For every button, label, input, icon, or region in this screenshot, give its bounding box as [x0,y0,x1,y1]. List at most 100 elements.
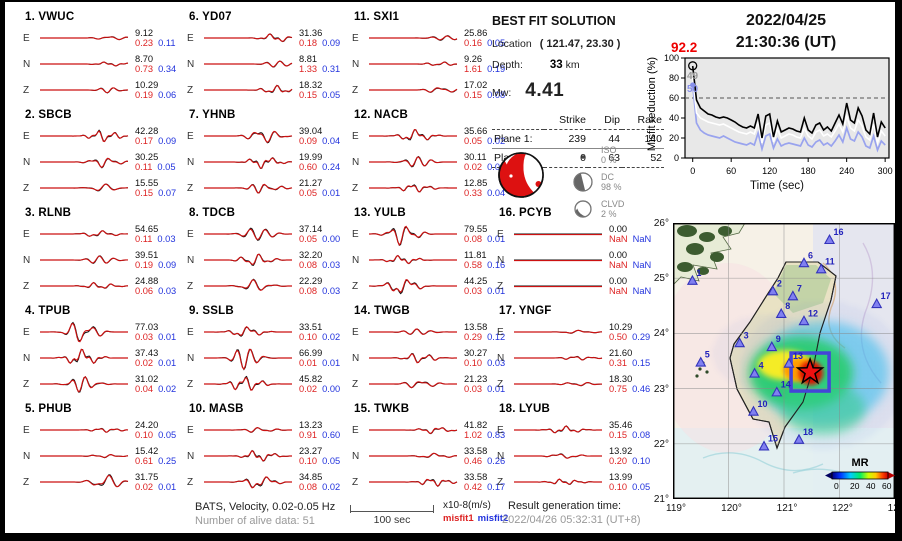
svg-text:60: 60 [669,93,679,103]
misfit1-value: 0.10 [299,456,318,466]
svg-text:2: 2 [777,278,782,288]
channel-values: 12.85 0.33 0.04 [461,178,512,199]
misfit-values: 0.05 0.00 [299,234,347,245]
channel-values: 0.00 NaN NaN [606,250,657,271]
misfit2-value: 0.01 [487,286,506,296]
channel-values: 44.25 0.03 0.01 [461,276,512,297]
misfit-values: 0.15 0.07 [135,188,183,199]
channel-row-E: E 9.12 0.23 0.11 [23,25,181,51]
waveform-plot [369,225,457,247]
channel-values: 77.03 0.03 0.01 [132,322,183,343]
channel-row-Z: Z 18.32 0.15 0.05 [187,77,345,103]
waveform-plot [514,259,602,262]
svg-text:49: 49 [687,71,699,82]
channel-label: Z [187,84,194,96]
misfit1-value: 0.16 [464,38,483,48]
misfit1-value: 0.05 [299,234,318,244]
channel-label: E [23,228,30,240]
misfit2-value: 0.17 [487,482,506,492]
waveform-plot [40,454,129,459]
waveform-plot [369,328,457,335]
map-lon-label: 123° [887,503,899,514]
channel-row-N: N 0.00 NaN NaN [497,247,655,273]
channel-row-E: E 0.00 NaN NaN [497,221,655,247]
channel-label: E [497,424,504,436]
misfit1-value: 0.46 [464,456,483,466]
misfit2-value: 0.01 [322,188,341,198]
misfit-values: 0.58 0.16 [464,260,512,271]
amplitude-value: 18.30 [609,373,633,384]
amplitude-value: 31.75 [135,471,159,482]
channel-label: N [497,254,505,266]
channel-label: E [352,130,359,142]
amplitude-value: 22.29 [299,275,323,286]
channel-values: 31.36 0.18 0.09 [296,28,347,49]
misfit-values: 0.18 0.09 [299,38,347,49]
channel-row-N: N 19.99 0.60 0.24 [187,149,345,175]
channel-label: E [497,228,504,240]
channel-row-Z: Z 18.30 0.75 0.46 [497,371,655,397]
misfit2-value: 0.01 [158,332,177,342]
channel-label: E [187,228,194,240]
amplitude-value: 8.81 [299,53,318,64]
waveform-plot [514,425,602,434]
channel-label: N [352,352,360,364]
channel-row-N: N 13.92 0.20 0.10 [497,443,655,469]
station-marker-7: 7 [787,283,802,301]
channel-values: 37.14 0.05 0.00 [296,224,347,245]
channel-values: 10.29 0.19 0.06 [132,80,183,101]
amplitude-value: 41.82 [464,419,488,430]
misfit1-value: 0.09 [299,136,318,146]
dc-row: DC 98 % [572,171,662,193]
waveform-plot [369,184,457,193]
map-graticule [673,223,895,499]
channel-label: N [352,254,360,266]
amplitude-value: 54.65 [135,223,159,234]
channel-values: 21.27 0.05 0.01 [296,178,347,199]
channel-row-E: E 24.20 0.10 0.05 [23,417,181,443]
svg-text:18: 18 [803,427,813,437]
station-title: 9. SSLB [189,305,234,317]
channel-label: N [23,156,31,168]
station-panel-TDCB: 8. TDCB E 37.14 0.05 0.00 N 32.20 0.08 0.03 Z 22.2… [187,204,345,302]
station-title: 10. MASB [189,403,244,415]
station-panel-YD07: 6. YD07 E 31.36 0.18 0.09 N 8.81 1.33 0.31 Z 18.32… [187,8,345,106]
misfit2-value: 0.83 [487,430,506,440]
station-marker-14: 14 [771,379,791,397]
waveform-plot [40,427,129,433]
waveform-plot [204,348,292,371]
amplitude-value: 13.92 [609,445,633,456]
channel-label: E [352,228,359,240]
channel-values: 41.82 1.02 0.83 [461,420,512,441]
waveform-plot [204,449,293,462]
misfit1-value: 0.02 [464,162,483,172]
channel-row-E: E 35.46 0.15 0.08 [497,417,655,443]
misfit-legend: misfit1 misfit2 [443,513,508,524]
misfit-values: 0.09 0.04 [299,136,347,147]
amplitude-value: 11.81 [464,249,487,260]
amplitude-value: 30.11 [464,151,487,162]
waveform-plot [369,427,458,435]
waveform-plot [204,375,292,391]
channel-label: E [497,326,504,338]
channel-row-N: N 39.51 0.19 0.09 [23,247,181,273]
channel-values: 0.00 NaN NaN [606,224,657,245]
svg-text:14: 14 [781,379,791,389]
misfit1-value: 0.01 [299,358,318,368]
misfit1-value: 0.02 [299,384,318,394]
amplitude-value: 15.55 [135,177,159,188]
waveform-plot [369,61,458,66]
misfit-values: 0.02 0.01 [135,358,183,369]
misfit-values: 0.03 0.01 [464,384,512,395]
misfit-values: 0.01 0.01 [299,358,347,369]
channel-values: 9.12 0.23 0.11 [132,28,183,49]
misfit1-value: 0.05 [299,188,318,198]
channel-label: E [23,130,30,142]
svg-text:80: 80 [669,73,679,83]
station-title: 5. PHUB [25,403,72,415]
misfit2-value: 0.03 [158,286,177,296]
station-panel-YNGF: 17. YNGF E 10.29 0.50 0.29 N 21.60 0.31 0.15 Z 18.… [497,302,655,400]
station-title: 3. RLNB [25,207,72,219]
waveform-plot [369,381,457,389]
misfit-values: 0.29 0.12 [464,332,512,343]
